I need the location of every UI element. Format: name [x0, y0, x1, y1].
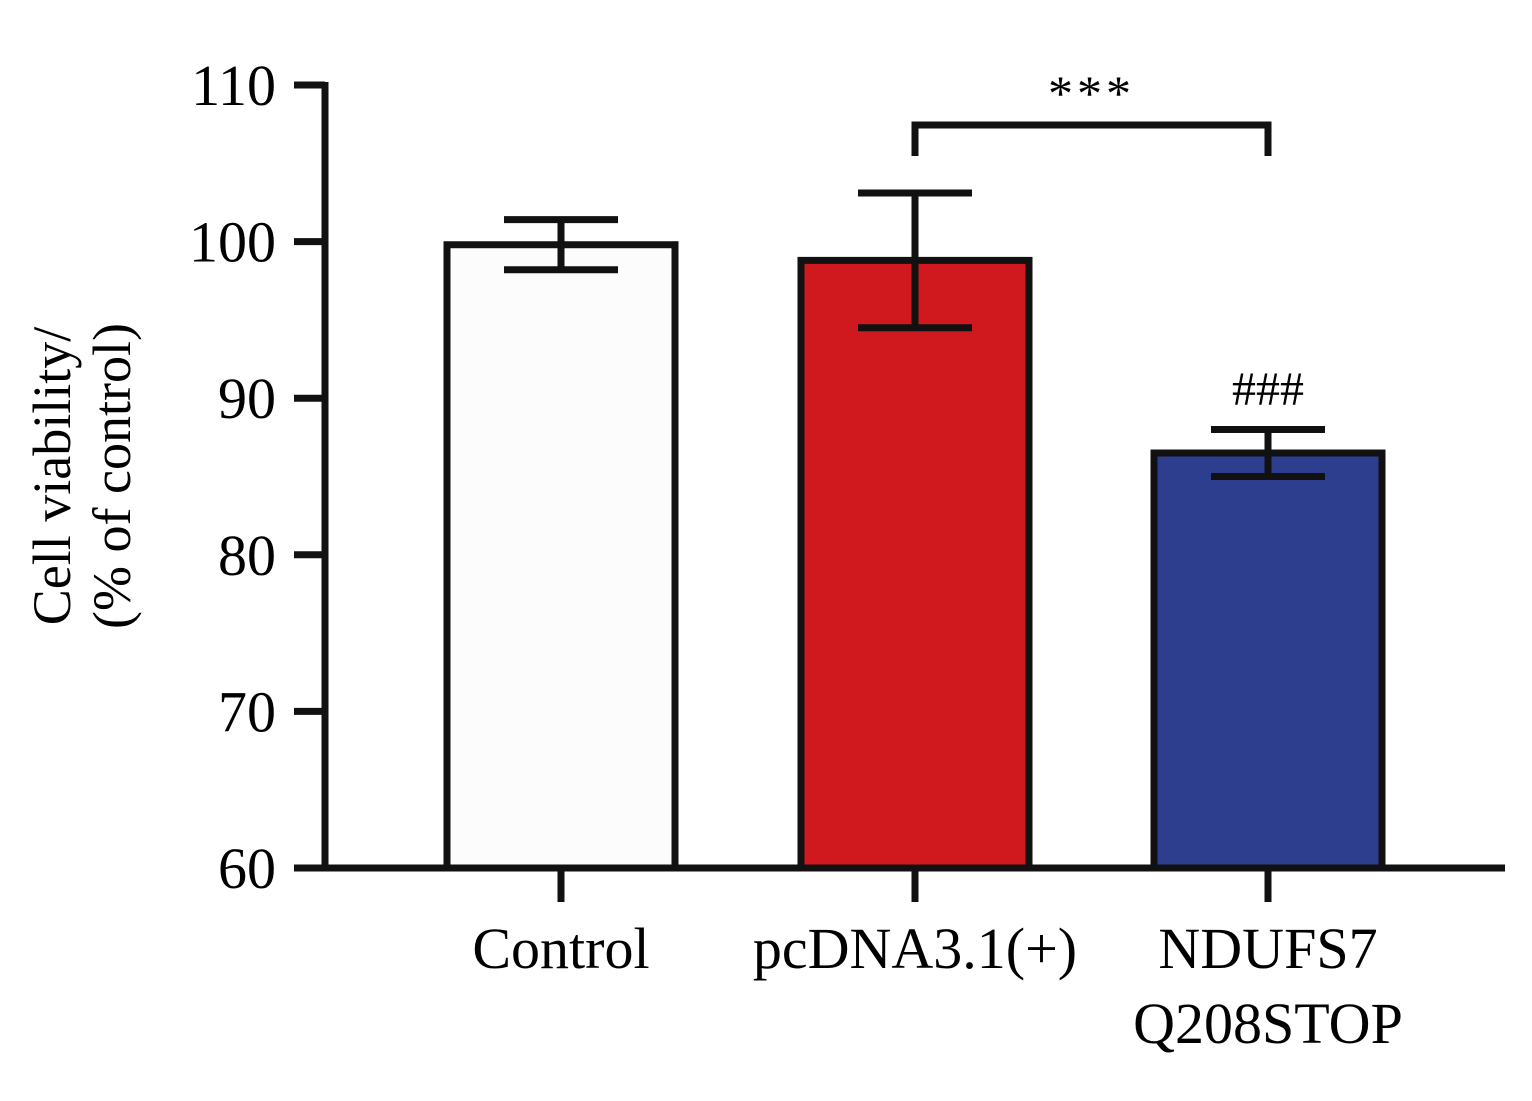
- y-tick-label: 90: [218, 366, 276, 431]
- y-axis-label: Cell viability/ (% of control): [22, 323, 142, 629]
- y-tick-label: 70: [218, 679, 276, 744]
- y-tick-label: 80: [218, 523, 276, 588]
- y-tick-label: 110: [191, 53, 276, 118]
- x-tick-label: NDUFS7: [1158, 916, 1377, 981]
- y-tick-label: 100: [189, 210, 276, 275]
- x-tick-label: pcDNA3.1(+): [753, 916, 1077, 981]
- y-tick-label: 60: [218, 836, 276, 901]
- bar: [797, 256, 1033, 872]
- y-axis-label-line-1: Cell viability/: [22, 327, 82, 625]
- bar: [1150, 449, 1386, 872]
- significance-bracket: [911, 121, 1272, 156]
- x-tick-label: Q208STOP: [1133, 991, 1403, 1056]
- significance-label: ###: [1232, 363, 1304, 416]
- x-tick-label: Control: [472, 916, 649, 981]
- y-axis-label-line-2: (% of control): [82, 323, 142, 629]
- significance-label: ***: [1048, 65, 1135, 121]
- bar: [443, 241, 679, 872]
